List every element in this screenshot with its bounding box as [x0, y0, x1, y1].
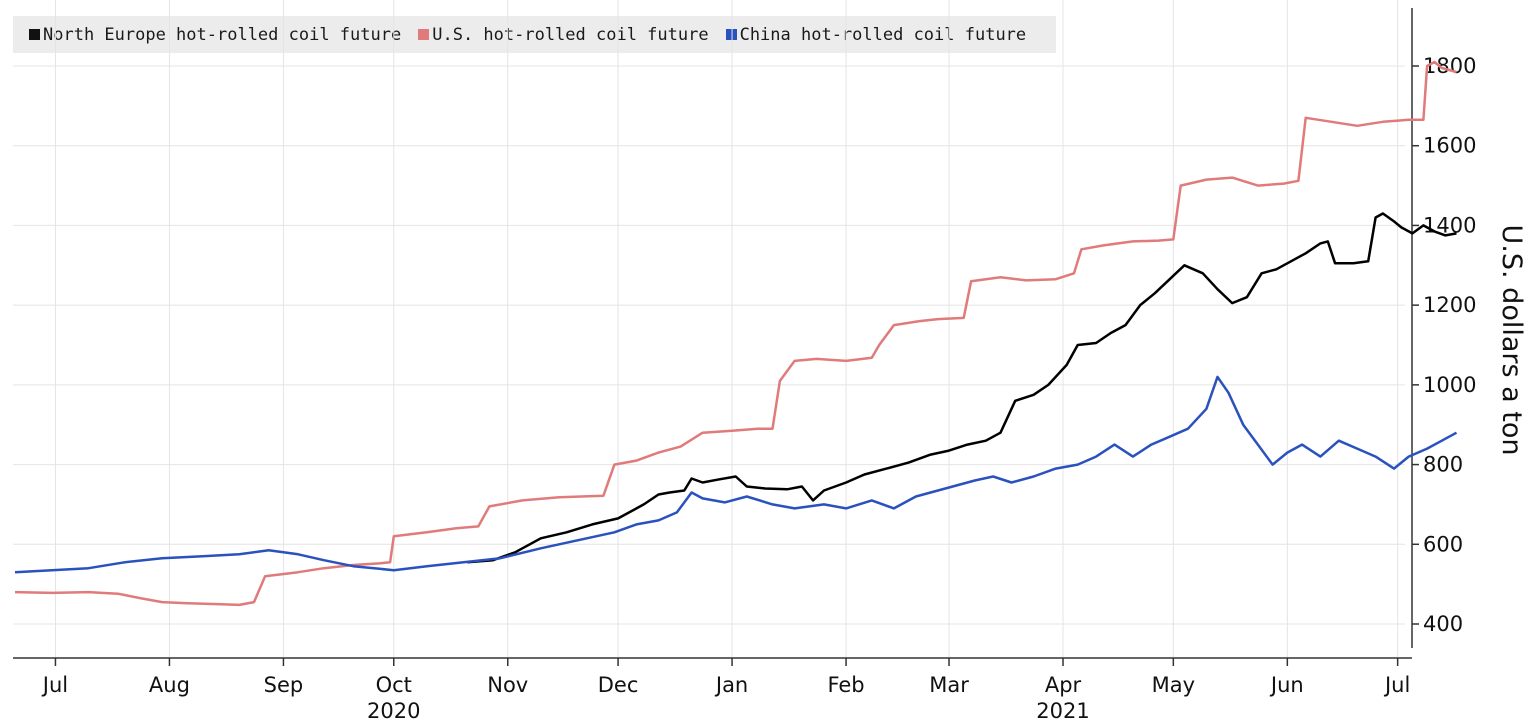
legend-swatch-us — [418, 29, 430, 40]
y-tick-label: 800 — [1423, 453, 1463, 477]
legend-label-china: China hot-rolled coil future — [739, 24, 1027, 45]
y-tick-label: 1600 — [1423, 134, 1476, 158]
y-tick-label: 600 — [1423, 532, 1463, 556]
series-line-2 — [14, 375, 1458, 574]
x-tick-label: Jan — [714, 673, 748, 697]
x-tick-label: Aug — [149, 673, 190, 697]
legend-swatch-china — [725, 29, 737, 40]
legend-label-north-europe: North Europe hot-rolled coil future — [43, 24, 402, 45]
legend-label-us: U.S. hot-rolled coil future — [432, 24, 709, 45]
y-axis-title: U.S. dollars a ton — [1496, 225, 1527, 456]
x-tick-label: Jul — [1383, 673, 1410, 697]
x-tick-label: Nov — [487, 673, 528, 697]
series-line-1 — [14, 60, 1457, 607]
legend-item-north-europe: North Europe hot-rolled coil future — [29, 25, 401, 45]
legend-swatch-north-europe — [29, 29, 40, 40]
series-line-0 — [467, 212, 1457, 564]
x-tick-label: Feb — [827, 673, 864, 697]
x-tick-label: Oct — [376, 673, 412, 697]
legend-item-us: U.S. hot-rolled coil future — [418, 24, 709, 45]
y-tick-label: 1200 — [1423, 293, 1476, 317]
legend-item-china: China hot-rolled coil future — [725, 24, 1027, 45]
y-tick-label: 400 — [1423, 612, 1463, 636]
x-tick-label: Mar — [929, 673, 969, 697]
y-tick-label: 1000 — [1423, 373, 1476, 397]
y-tick-label: 1800 — [1423, 54, 1476, 78]
x-tick-label: Apr — [1045, 673, 1082, 697]
x-tick-label: May — [1152, 673, 1195, 697]
x-tick-label: Jun — [1269, 673, 1304, 697]
x-tick-label: Jul — [41, 673, 68, 697]
x-tick-label: Sep — [264, 673, 304, 697]
chart-legend: North Europe hot-rolled coil future U.S.… — [13, 16, 1056, 53]
x-year-label: 2020 — [367, 699, 420, 723]
x-tick-label: Dec — [598, 673, 639, 697]
x-year-label: 2021 — [1036, 699, 1089, 723]
